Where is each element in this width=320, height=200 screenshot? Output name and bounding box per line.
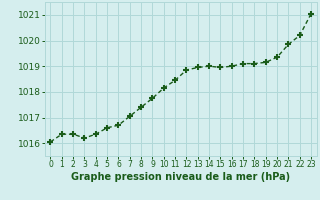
X-axis label: Graphe pression niveau de la mer (hPa): Graphe pression niveau de la mer (hPa) — [71, 172, 290, 182]
